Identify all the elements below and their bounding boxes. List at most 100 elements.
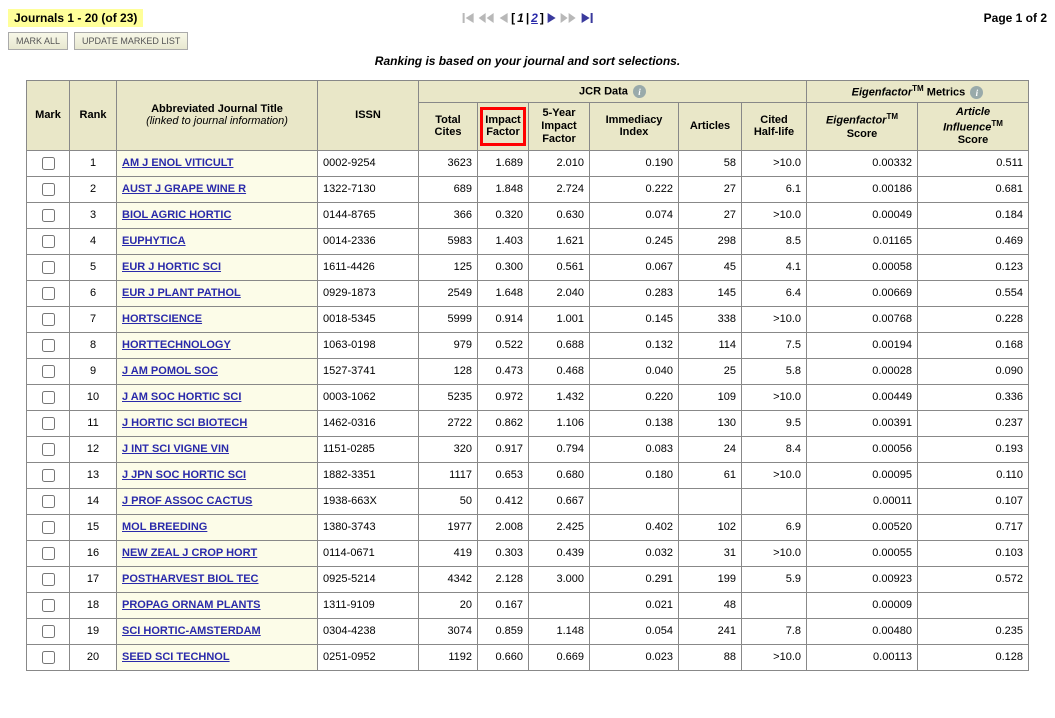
journal-link[interactable]: POSTHARVEST BIOL TEC (122, 573, 259, 585)
rank-cell: 3 (70, 202, 117, 228)
next-page-icon[interactable] (546, 11, 558, 25)
journal-link[interactable]: J JPN SOC HORTIC SCI (122, 469, 246, 481)
mark-checkbox[interactable] (42, 443, 55, 456)
mark-checkbox[interactable] (42, 599, 55, 612)
inf-cell (918, 592, 1029, 618)
art-cell: 58 (679, 150, 742, 176)
eig-cell: 0.00194 (807, 332, 918, 358)
journal-link[interactable]: EUR J PLANT PATHOL (122, 287, 241, 299)
if-cell: 1.848 (478, 176, 529, 202)
inf-cell: 0.110 (918, 462, 1029, 488)
ranking-note: Ranking is based on your journal and sor… (8, 54, 1047, 68)
update-marked-button[interactable]: UPDATE MARKED LIST (74, 32, 188, 50)
journal-link[interactable]: J AM POMOL SOC (122, 365, 218, 377)
imm-cell: 0.291 (590, 566, 679, 592)
mark-checkbox[interactable] (42, 365, 55, 378)
cites-cell: 1192 (419, 644, 478, 670)
issn-cell: 0929-1873 (318, 280, 419, 306)
mark-all-button[interactable]: MARK ALL (8, 32, 68, 50)
art-cell: 338 (679, 306, 742, 332)
mark-checkbox[interactable] (42, 547, 55, 560)
journal-link[interactable]: J PROF ASSOC CACTUS (122, 495, 252, 507)
journal-link[interactable]: AUST J GRAPE WINE R (122, 183, 246, 195)
journal-table: Mark Rank Abbreviated Journal Title (lin… (26, 80, 1029, 671)
if5-cell: 0.669 (529, 644, 590, 670)
col-total-cites: TotalCites (419, 103, 478, 151)
if-cell: 0.972 (478, 384, 529, 410)
info-icon[interactable]: i (970, 86, 983, 99)
journal-link[interactable]: HORTSCIENCE (122, 313, 202, 325)
mark-checkbox[interactable] (42, 339, 55, 352)
if-cell: 0.914 (478, 306, 529, 332)
cites-cell: 4342 (419, 566, 478, 592)
table-row: 8HORTTECHNOLOGY1063-01989790.5220.6880.1… (27, 332, 1029, 358)
mark-checkbox[interactable] (42, 651, 55, 664)
if5-cell: 2.425 (529, 514, 590, 540)
if5-cell: 2.040 (529, 280, 590, 306)
mark-checkbox[interactable] (42, 183, 55, 196)
eig-cell: 0.00058 (807, 254, 918, 280)
journal-link[interactable]: NEW ZEAL J CROP HORT (122, 547, 257, 559)
if-cell: 0.522 (478, 332, 529, 358)
col-articles: Articles (679, 103, 742, 151)
mark-checkbox[interactable] (42, 157, 55, 170)
col-impact-factor[interactable]: ImpactFactor (478, 103, 529, 151)
mark-checkbox[interactable] (42, 469, 55, 482)
hl-cell: 6.9 (742, 514, 807, 540)
hl-cell: >10.0 (742, 384, 807, 410)
eig-cell: 0.00449 (807, 384, 918, 410)
eig-cell: 0.00332 (807, 150, 918, 176)
mark-checkbox[interactable] (42, 521, 55, 534)
journal-link[interactable]: PROPAG ORNAM PLANTS (122, 599, 261, 611)
mark-checkbox[interactable] (42, 625, 55, 638)
imm-cell: 0.054 (590, 618, 679, 644)
table-row: 4EUPHYTICA0014-233659831.4031.6210.24529… (27, 228, 1029, 254)
info-icon[interactable]: i (633, 85, 646, 98)
eig-cell: 0.00480 (807, 618, 918, 644)
mark-checkbox[interactable] (42, 209, 55, 222)
issn-cell: 1380-3743 (318, 514, 419, 540)
if-cell: 0.917 (478, 436, 529, 462)
mark-checkbox[interactable] (42, 391, 55, 404)
art-cell: 88 (679, 644, 742, 670)
inf-cell: 0.107 (918, 488, 1029, 514)
mark-checkbox[interactable] (42, 495, 55, 508)
if-cell: 1.403 (478, 228, 529, 254)
imm-cell: 0.032 (590, 540, 679, 566)
mark-checkbox[interactable] (42, 235, 55, 248)
rank-cell: 16 (70, 540, 117, 566)
eig-cell: 0.00923 (807, 566, 918, 592)
prev-fast-icon (477, 11, 495, 25)
journal-link[interactable]: BIOL AGRIC HORTIC (122, 209, 231, 221)
journal-link[interactable]: EUR J HORTIC SCI (122, 261, 221, 273)
col-mark: Mark (27, 81, 70, 151)
mark-checkbox[interactable] (42, 261, 55, 274)
journal-link[interactable]: SEED SCI TECHNOL (122, 651, 230, 663)
art-cell: 102 (679, 514, 742, 540)
mark-checkbox[interactable] (42, 313, 55, 326)
page-link-2[interactable]: 2 (531, 11, 538, 25)
imm-cell (590, 488, 679, 514)
if5-cell: 3.000 (529, 566, 590, 592)
journal-link[interactable]: EUPHYTICA (122, 235, 186, 247)
journal-link[interactable]: MOL BREEDING (122, 521, 207, 533)
mark-checkbox[interactable] (42, 287, 55, 300)
journal-link[interactable]: J AM SOC HORTIC SCI (122, 391, 241, 403)
art-cell: 25 (679, 358, 742, 384)
imm-cell: 0.040 (590, 358, 679, 384)
journal-link[interactable]: SCI HORTIC-AMSTERDAM (122, 625, 261, 637)
hl-cell: >10.0 (742, 644, 807, 670)
mark-checkbox[interactable] (42, 573, 55, 586)
journal-link[interactable]: HORTTECHNOLOGY (122, 339, 231, 351)
journal-link[interactable]: AM J ENOL VITICULT (122, 157, 233, 169)
cites-cell: 20 (419, 592, 478, 618)
eig-cell: 0.00669 (807, 280, 918, 306)
mark-checkbox[interactable] (42, 417, 55, 430)
if5-cell: 2.010 (529, 150, 590, 176)
art-cell: 298 (679, 228, 742, 254)
prev-page-icon (497, 11, 509, 25)
journal-link[interactable]: J HORTIC SCI BIOTECH (122, 417, 247, 429)
journal-link[interactable]: J INT SCI VIGNE VIN (122, 443, 229, 455)
last-page-icon[interactable] (580, 11, 594, 25)
inf-cell: 0.336 (918, 384, 1029, 410)
